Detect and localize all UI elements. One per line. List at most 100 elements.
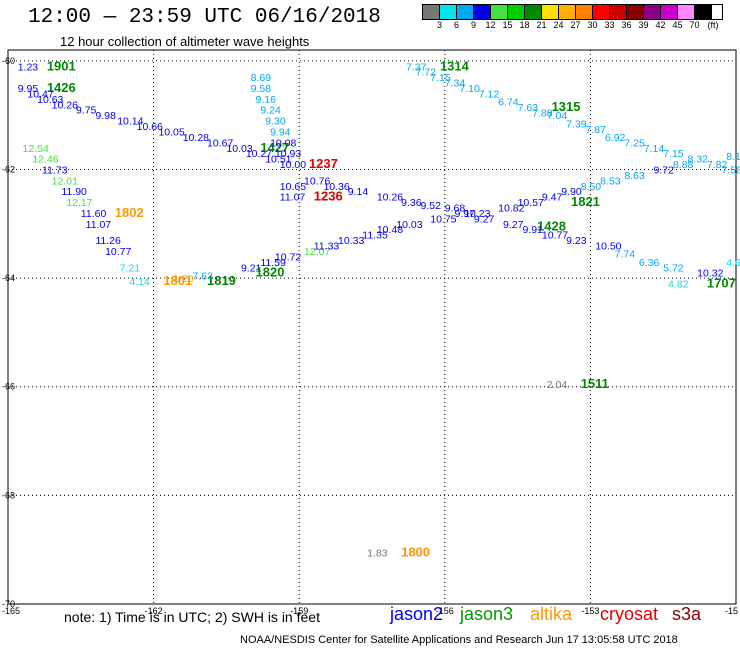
- wave-height-label: 9.36: [401, 197, 422, 209]
- legend-label: 12: [485, 20, 496, 30]
- wave-height-label: 9.58: [251, 83, 272, 95]
- wave-height-label: 8.88: [673, 159, 694, 171]
- page-title: 12:00 — 23:59 UTC 06/16/2018: [28, 6, 381, 29]
- legend-label: 30: [587, 20, 598, 30]
- wave-height-label: 10.05: [158, 126, 184, 138]
- time-label: 1802: [115, 205, 144, 220]
- wave-height-label: 9.47: [542, 192, 563, 204]
- wave-height-label: 12.54: [23, 143, 49, 155]
- wave-height-label: 7.87: [586, 124, 607, 136]
- legend-swatch: [695, 5, 712, 19]
- legend-swatch: [576, 5, 593, 19]
- wave-height-label: 2.04: [547, 379, 568, 391]
- legend-swatch: [423, 5, 440, 19]
- wave-height-label: 8.50: [581, 181, 602, 193]
- time-label: 1314: [440, 58, 470, 73]
- wave-height-label: 11.60: [81, 208, 107, 220]
- legend-swatch: [678, 5, 695, 19]
- time-label: 1800: [401, 544, 430, 559]
- satellite-cryosat: cryosat: [600, 604, 659, 624]
- wave-height-label: 7.58: [721, 164, 740, 176]
- legend-label: 70: [689, 20, 700, 30]
- time-label: 1707: [707, 276, 736, 291]
- wave-height-label: 10.33: [338, 235, 364, 247]
- satellite-altika: altika: [530, 604, 573, 624]
- legend-swatch: [491, 5, 508, 19]
- wave-height-label: 11.07: [280, 192, 306, 204]
- wave-height-label: 9.23: [566, 235, 587, 247]
- wave-height-label: 10.03: [396, 219, 422, 231]
- color-legend: 3 6 9 12 15 18 21 24 27 30 33 36 39 42 45 70 (ft): [422, 4, 723, 30]
- wave-height-label: 6.36: [639, 257, 660, 269]
- wave-height-label: 6.74: [498, 97, 519, 109]
- wave-height-label: 10.47: [27, 88, 53, 100]
- legend-label: 45: [672, 20, 683, 30]
- time-label: 1819: [207, 273, 236, 288]
- wave-height-label: 10.93: [275, 148, 301, 160]
- wave-height-label: 1.83: [367, 547, 388, 559]
- wave-height-label: 7.88: [532, 107, 553, 119]
- legend-label: 3: [436, 20, 442, 30]
- legend-swatch: [610, 5, 627, 19]
- legend-swatch: [525, 5, 542, 19]
- lon-tick-label: -153: [581, 606, 599, 616]
- wave-height-label: 10.77: [105, 246, 131, 258]
- lon-tick-label: -156: [436, 606, 454, 616]
- wave-height-label: 10.32: [697, 268, 723, 280]
- legend-swatch: [474, 5, 491, 19]
- lat-tick-label: -66: [2, 382, 15, 392]
- legend-swatch: [457, 5, 474, 19]
- time-label: 1821: [571, 194, 600, 209]
- wave-height-label: 11.35: [362, 230, 388, 242]
- legend-swatch: [440, 5, 457, 19]
- wave-height-label: 10.57: [518, 197, 544, 209]
- legend-swatch: [508, 5, 525, 19]
- legend-labels: 3 6 9 12 15 18 21 24 27 30 33 36 39 42 45 70 (ft): [422, 20, 723, 30]
- wave-height-label: 10.51: [265, 154, 291, 166]
- note-text: note: 1) Time is in UTC; 2) SWH is in fe…: [64, 609, 320, 625]
- legend-label: 36: [621, 20, 632, 30]
- wave-height-label: 6.92: [605, 132, 626, 144]
- wave-height-label: 10.66: [137, 121, 163, 133]
- wave-height-label: 8.69: [251, 72, 272, 84]
- legend-label: 6: [453, 20, 459, 30]
- legend-label: 33: [604, 20, 615, 30]
- wave-height-label: 9.72: [653, 164, 674, 176]
- wave-height-label: 10.26: [377, 192, 403, 204]
- wave-height-label: 9.90: [561, 186, 582, 198]
- wave-height-label: 7.74: [615, 249, 636, 261]
- lat-tick-label: -60: [2, 56, 15, 66]
- legend-label: 39: [638, 20, 649, 30]
- wave-height-label: 10.27: [246, 148, 272, 160]
- wave-height-label: 7.25: [624, 137, 645, 149]
- wave-height-label: 9.52: [421, 200, 442, 212]
- wave-height-label: 10.77: [542, 230, 568, 242]
- wave-height-label: 7.14: [644, 143, 665, 155]
- lon-tick-label: -165: [2, 606, 20, 616]
- legend-label: 24: [553, 20, 564, 30]
- wave-height-label: 9.98: [95, 110, 116, 122]
- legend-swatch: [627, 5, 644, 19]
- wave-height-label: 9.91: [522, 224, 543, 236]
- wave-height-label: 7.10: [459, 83, 480, 95]
- wave-height-label: 11.33: [314, 241, 340, 253]
- lat-tick-label: -64: [2, 273, 15, 283]
- wave-height-label: 9.68: [445, 203, 466, 215]
- legend-swatch: [542, 5, 559, 19]
- wave-height-label: 7.12: [479, 88, 500, 100]
- footer-credit: NOAA/NESDIS Center for Satellite Applica…: [240, 634, 678, 646]
- wave-height-label: 11.59: [260, 257, 286, 269]
- wave-height-label: 10.23: [464, 208, 490, 220]
- wave-height-label: 7.39: [566, 118, 587, 130]
- wave-height-label: 4.14: [129, 276, 150, 288]
- wave-height-label: 10.26: [52, 99, 78, 111]
- legend-label: 15: [502, 20, 513, 30]
- wave-height-label: 10.65: [280, 181, 306, 193]
- map-frame: [7, 49, 737, 605]
- time-label: 1315: [552, 99, 581, 114]
- time-label: 1237: [309, 156, 338, 171]
- legend-label: 18: [519, 20, 530, 30]
- wave-height-label: 11.73: [42, 164, 68, 176]
- wave-height-label: 7.04: [547, 110, 568, 122]
